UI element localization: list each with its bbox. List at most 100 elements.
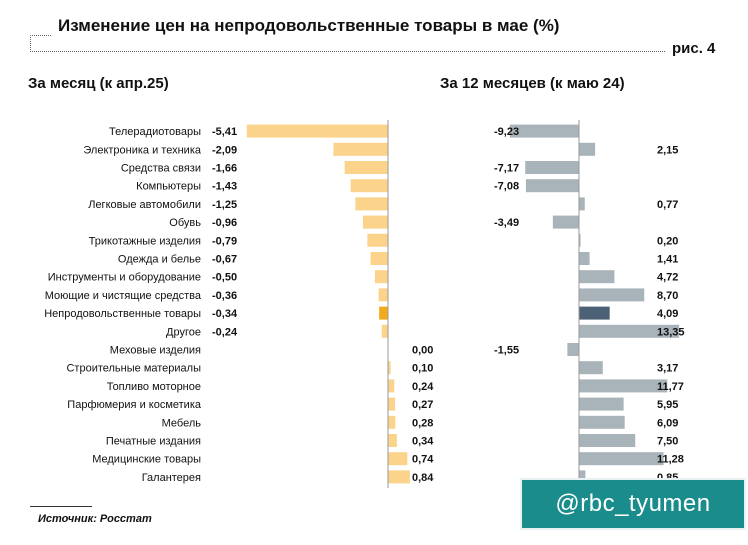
category-label: Одежда и белье	[118, 254, 201, 266]
month-value-label: -2,09	[212, 144, 237, 156]
month-bar	[370, 252, 388, 265]
year-bar	[579, 397, 624, 411]
year-bar	[579, 470, 586, 484]
category-label: Строительные материалы	[66, 363, 201, 375]
month-value-label: -0,96	[212, 217, 237, 229]
year-value-label: -7,08	[494, 181, 519, 193]
month-bar	[388, 379, 395, 393]
year-bar	[579, 288, 645, 302]
year-bar	[552, 215, 579, 229]
month-value-label: -1,25	[212, 199, 237, 211]
year-value-label: 4,09	[657, 308, 678, 320]
month-bar	[378, 288, 388, 302]
category-label: Печатные издания	[106, 436, 201, 448]
category-label: Обувь	[169, 217, 201, 229]
month-bar	[388, 397, 396, 411]
year-value-label: 2,15	[657, 144, 678, 156]
year-bar	[525, 179, 579, 193]
year-bar	[579, 233, 581, 247]
watermark-badge: @rbc_tyumen	[520, 478, 746, 530]
year-bar	[579, 415, 625, 429]
year-value-label: 6,09	[657, 417, 678, 429]
month-bar	[333, 142, 388, 156]
month-bar	[355, 197, 388, 211]
month-bar	[362, 215, 388, 229]
month-value-label: -0,34	[212, 308, 238, 320]
month-bar	[388, 361, 391, 375]
category-label: Галантерея	[142, 472, 201, 484]
category-label: Мебель	[162, 417, 202, 429]
month-value-label: 0,24	[412, 381, 434, 393]
month-bar	[344, 161, 388, 174]
category-label: Другое	[166, 326, 201, 338]
category-label: Легковые автомобили	[88, 199, 201, 211]
year-value-label: -3,49	[494, 217, 519, 229]
year-value-label: 3,17	[657, 363, 678, 375]
month-value-label: -0,50	[212, 272, 237, 284]
month-value-label: 0,74	[412, 454, 434, 466]
category-label: Медицинские товары	[92, 454, 201, 466]
year-value-label: 1,41	[657, 254, 678, 266]
year-bar	[509, 124, 579, 138]
year-value-label: 11,28	[657, 454, 684, 466]
year-value-label: 5,95	[657, 399, 678, 411]
month-bar	[381, 324, 388, 338]
category-label: Меховые изделия	[110, 345, 201, 357]
category-label: Электроника и техника	[83, 144, 201, 156]
month-value-label: -0,36	[212, 290, 237, 302]
month-value-label: 0,34	[412, 436, 434, 448]
month-value-label: 0,27	[412, 399, 433, 411]
year-value-label: -1,55	[494, 345, 519, 357]
year-value-label: 11,77	[657, 381, 684, 393]
source-note: Источник: Росстат	[38, 513, 152, 525]
year-value-label: 0,77	[657, 199, 678, 211]
month-value-label: 0,10	[412, 363, 433, 375]
year-bar	[579, 324, 680, 338]
category-label: Телерадиотовары	[109, 126, 201, 138]
source-divider	[30, 506, 92, 507]
category-label: Топливо моторное	[107, 381, 201, 393]
year-value-label: 13,35	[657, 326, 685, 338]
chart-title: Изменение цен на непродовольственные тов…	[58, 16, 560, 35]
month-bar	[367, 233, 388, 247]
month-chart-title: За месяц (к апр.25)	[28, 75, 169, 92]
year-bar	[579, 306, 610, 320]
year-value-label: 0,20	[657, 235, 678, 247]
figure-label: рис. 4	[672, 40, 716, 57]
month-bar	[379, 306, 388, 320]
month-value-label: -0,24	[212, 326, 238, 338]
year-bar	[579, 270, 615, 284]
month-value-label: 0,84	[412, 472, 434, 484]
month-value-label: 0,28	[412, 417, 433, 429]
category-label: Непродовольственные товары	[44, 308, 201, 320]
month-value-label: -1,66	[212, 163, 237, 175]
category-label: Инструменты и оборудование	[48, 272, 201, 284]
category-label: Компьютеры	[136, 181, 201, 193]
month-bar	[388, 434, 397, 447]
month-bar	[388, 415, 396, 429]
month-value-label: -0,79	[212, 235, 237, 247]
category-label: Парфюмерия и косметика	[67, 399, 202, 411]
year-bar	[579, 379, 668, 393]
dotted-divider	[30, 51, 665, 52]
category-label: Моющие и чистящие средства	[45, 290, 202, 302]
month-value-label: -0,67	[212, 254, 237, 266]
year-value-label: 8,70	[657, 290, 678, 302]
month-bar	[374, 270, 388, 284]
title-decoration	[30, 35, 51, 50]
month-bar	[388, 452, 408, 466]
category-label: Трикотажные изделия	[89, 235, 201, 247]
year-chart-title: За 12 месяцев (к маю 24)	[440, 75, 625, 92]
year-bar	[579, 252, 590, 265]
year-value-label: 7,50	[657, 436, 678, 448]
year-bar	[579, 142, 596, 156]
year-bar	[567, 343, 579, 356]
year-bar	[579, 452, 664, 466]
month-value-label: -5,41	[212, 126, 237, 138]
year-bar	[579, 434, 636, 447]
year-value-label: -9,23	[494, 126, 519, 138]
month-value-label: -1,43	[212, 181, 237, 193]
category-label: Средства связи	[121, 163, 201, 175]
year-value-label: 4,72	[657, 272, 678, 284]
